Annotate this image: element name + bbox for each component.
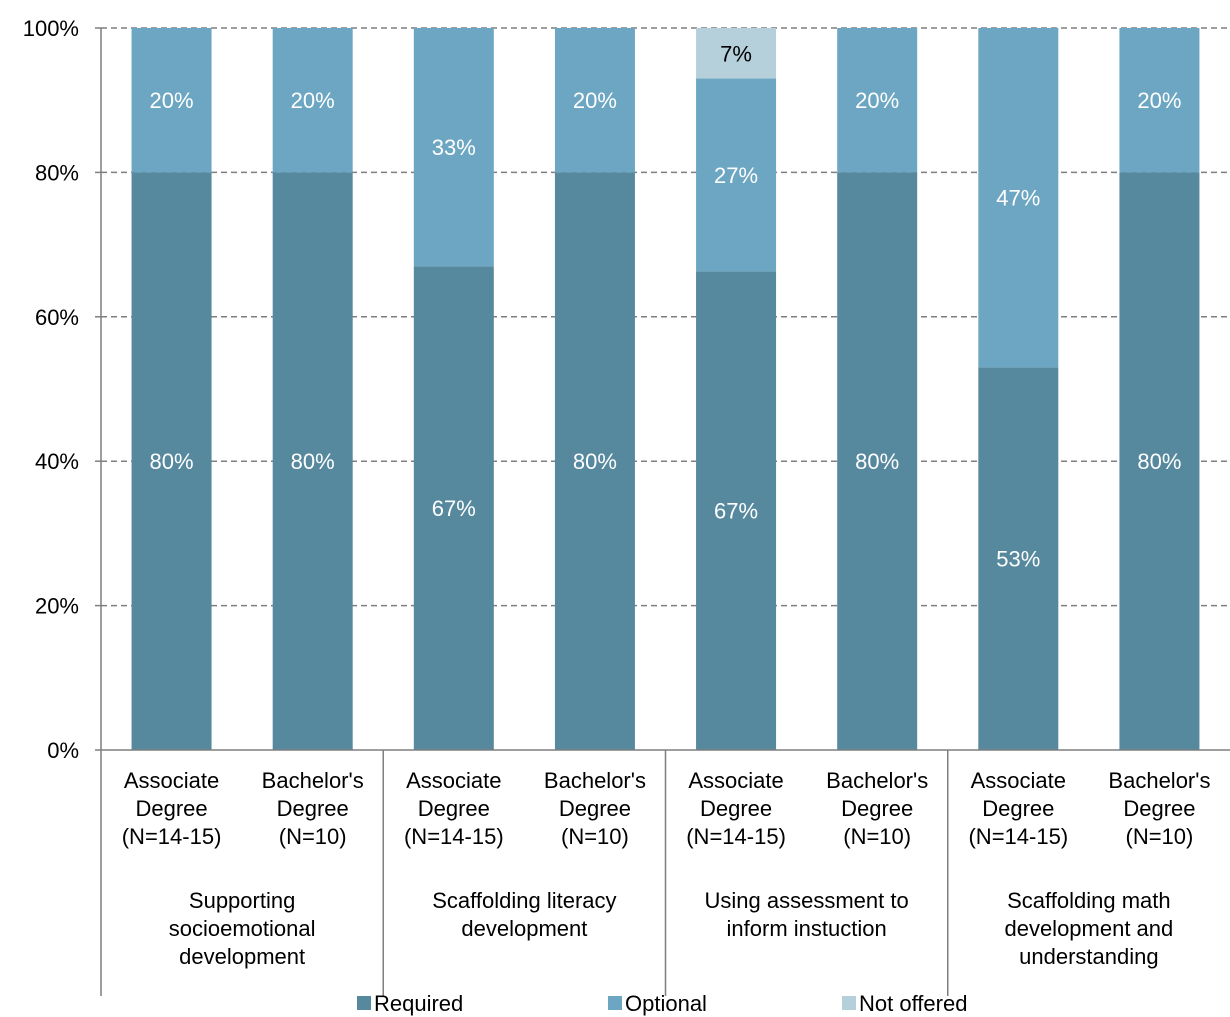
- bar-segment: [978, 367, 1059, 750]
- category-label: Degree: [277, 796, 349, 821]
- y-tick-label: 100%: [23, 16, 79, 41]
- legend-swatch: [357, 996, 371, 1010]
- legend-label: Required: [374, 991, 463, 1016]
- bar-segment: [837, 28, 918, 173]
- bar-segment: [131, 28, 212, 173]
- axes: 0% 20% 40% 60% 80% 100% Associate Degree (N=14-1…: [23, 16, 1230, 996]
- group-label: inform instuction: [727, 916, 887, 941]
- data-label: 67%: [432, 496, 476, 521]
- data-label: 53%: [996, 547, 1040, 572]
- group-label: development and: [1004, 916, 1173, 941]
- group-label: understanding: [1019, 944, 1158, 969]
- category-label: Bachelor's: [1108, 768, 1210, 793]
- data-label: 20%: [291, 88, 335, 113]
- data-label: 20%: [573, 88, 617, 113]
- bar-segment: [696, 78, 777, 272]
- category-label: Bachelor's: [262, 768, 364, 793]
- category-label: Degree: [700, 796, 772, 821]
- data-label: 80%: [150, 449, 194, 474]
- category-label: Associate: [406, 768, 501, 793]
- y-tick-label: 60%: [35, 305, 79, 330]
- data-label: 80%: [1137, 449, 1181, 474]
- data-label: 33%: [432, 135, 476, 160]
- group-label: Scaffolding math: [1007, 888, 1170, 913]
- bar-segment: [978, 28, 1059, 368]
- y-tick-label: 40%: [35, 449, 79, 474]
- group-label: socioemotional: [169, 916, 316, 941]
- category-label: (N=14-15): [404, 824, 504, 849]
- legend: Required Optional Not offered: [357, 991, 967, 1016]
- y-tick-label: 20%: [35, 594, 79, 619]
- bar-segment: [554, 28, 635, 173]
- category-label: Degree: [841, 796, 913, 821]
- legend-label: Optional: [625, 991, 707, 1016]
- legend-swatch: [842, 996, 856, 1010]
- data-label: 27%: [714, 163, 758, 188]
- data-label: 7%: [720, 41, 752, 66]
- group-label: development: [461, 916, 587, 941]
- category-label: Bachelor's: [826, 768, 928, 793]
- category-label: Degree: [982, 796, 1054, 821]
- category-label: Degree: [135, 796, 207, 821]
- category-label: (N=10): [1126, 824, 1194, 849]
- legend-swatch: [608, 996, 622, 1010]
- category-label: Associate: [124, 768, 219, 793]
- group-label: Using assessment to: [705, 888, 909, 913]
- bar-segment: [131, 172, 212, 750]
- data-label: 20%: [1137, 88, 1181, 113]
- data-label: 80%: [573, 449, 617, 474]
- data-label: 67%: [714, 499, 758, 524]
- bar-segment: [413, 28, 494, 267]
- category-label: (N=10): [843, 824, 911, 849]
- y-tick-label: 80%: [35, 160, 79, 185]
- category-label: Degree: [1123, 796, 1195, 821]
- category-label: (N=14-15): [968, 824, 1068, 849]
- category-label: Associate: [688, 768, 783, 793]
- category-label: (N=14-15): [122, 824, 222, 849]
- data-label: 80%: [855, 449, 899, 474]
- data-label: 20%: [150, 88, 194, 113]
- group-label: Scaffolding literacy: [432, 888, 616, 913]
- category-label: (N=14-15): [686, 824, 786, 849]
- group-label: development: [179, 944, 305, 969]
- category-label: (N=10): [561, 824, 629, 849]
- gridlines: [101, 27, 1230, 607]
- category-label: Associate: [971, 768, 1066, 793]
- bars: [131, 28, 1200, 750]
- data-labels: 80% 20% 80% 20% 67% 33% 80% 20% 67% 27% 7% 80% 20% 53…: [150, 41, 1182, 571]
- bar-segment: [413, 266, 494, 750]
- y-tick-label: 0%: [47, 738, 79, 763]
- group-label: Supporting: [189, 888, 295, 913]
- data-label: 20%: [855, 88, 899, 113]
- bar-segment: [272, 172, 353, 750]
- bar-segment: [272, 28, 353, 173]
- category-label: (N=10): [279, 824, 347, 849]
- legend-label: Not offered: [859, 991, 967, 1016]
- data-label: 80%: [291, 449, 335, 474]
- category-label: Bachelor's: [544, 768, 646, 793]
- bar-segment: [1119, 172, 1200, 750]
- category-label: Degree: [418, 796, 490, 821]
- bar-segment: [696, 271, 777, 750]
- category-label: Degree: [559, 796, 631, 821]
- bar-segment: [554, 172, 635, 750]
- bar-segment: [1119, 28, 1200, 173]
- data-label: 47%: [996, 186, 1040, 211]
- bar-segment: [837, 172, 918, 750]
- bar-segment: [696, 28, 777, 79]
